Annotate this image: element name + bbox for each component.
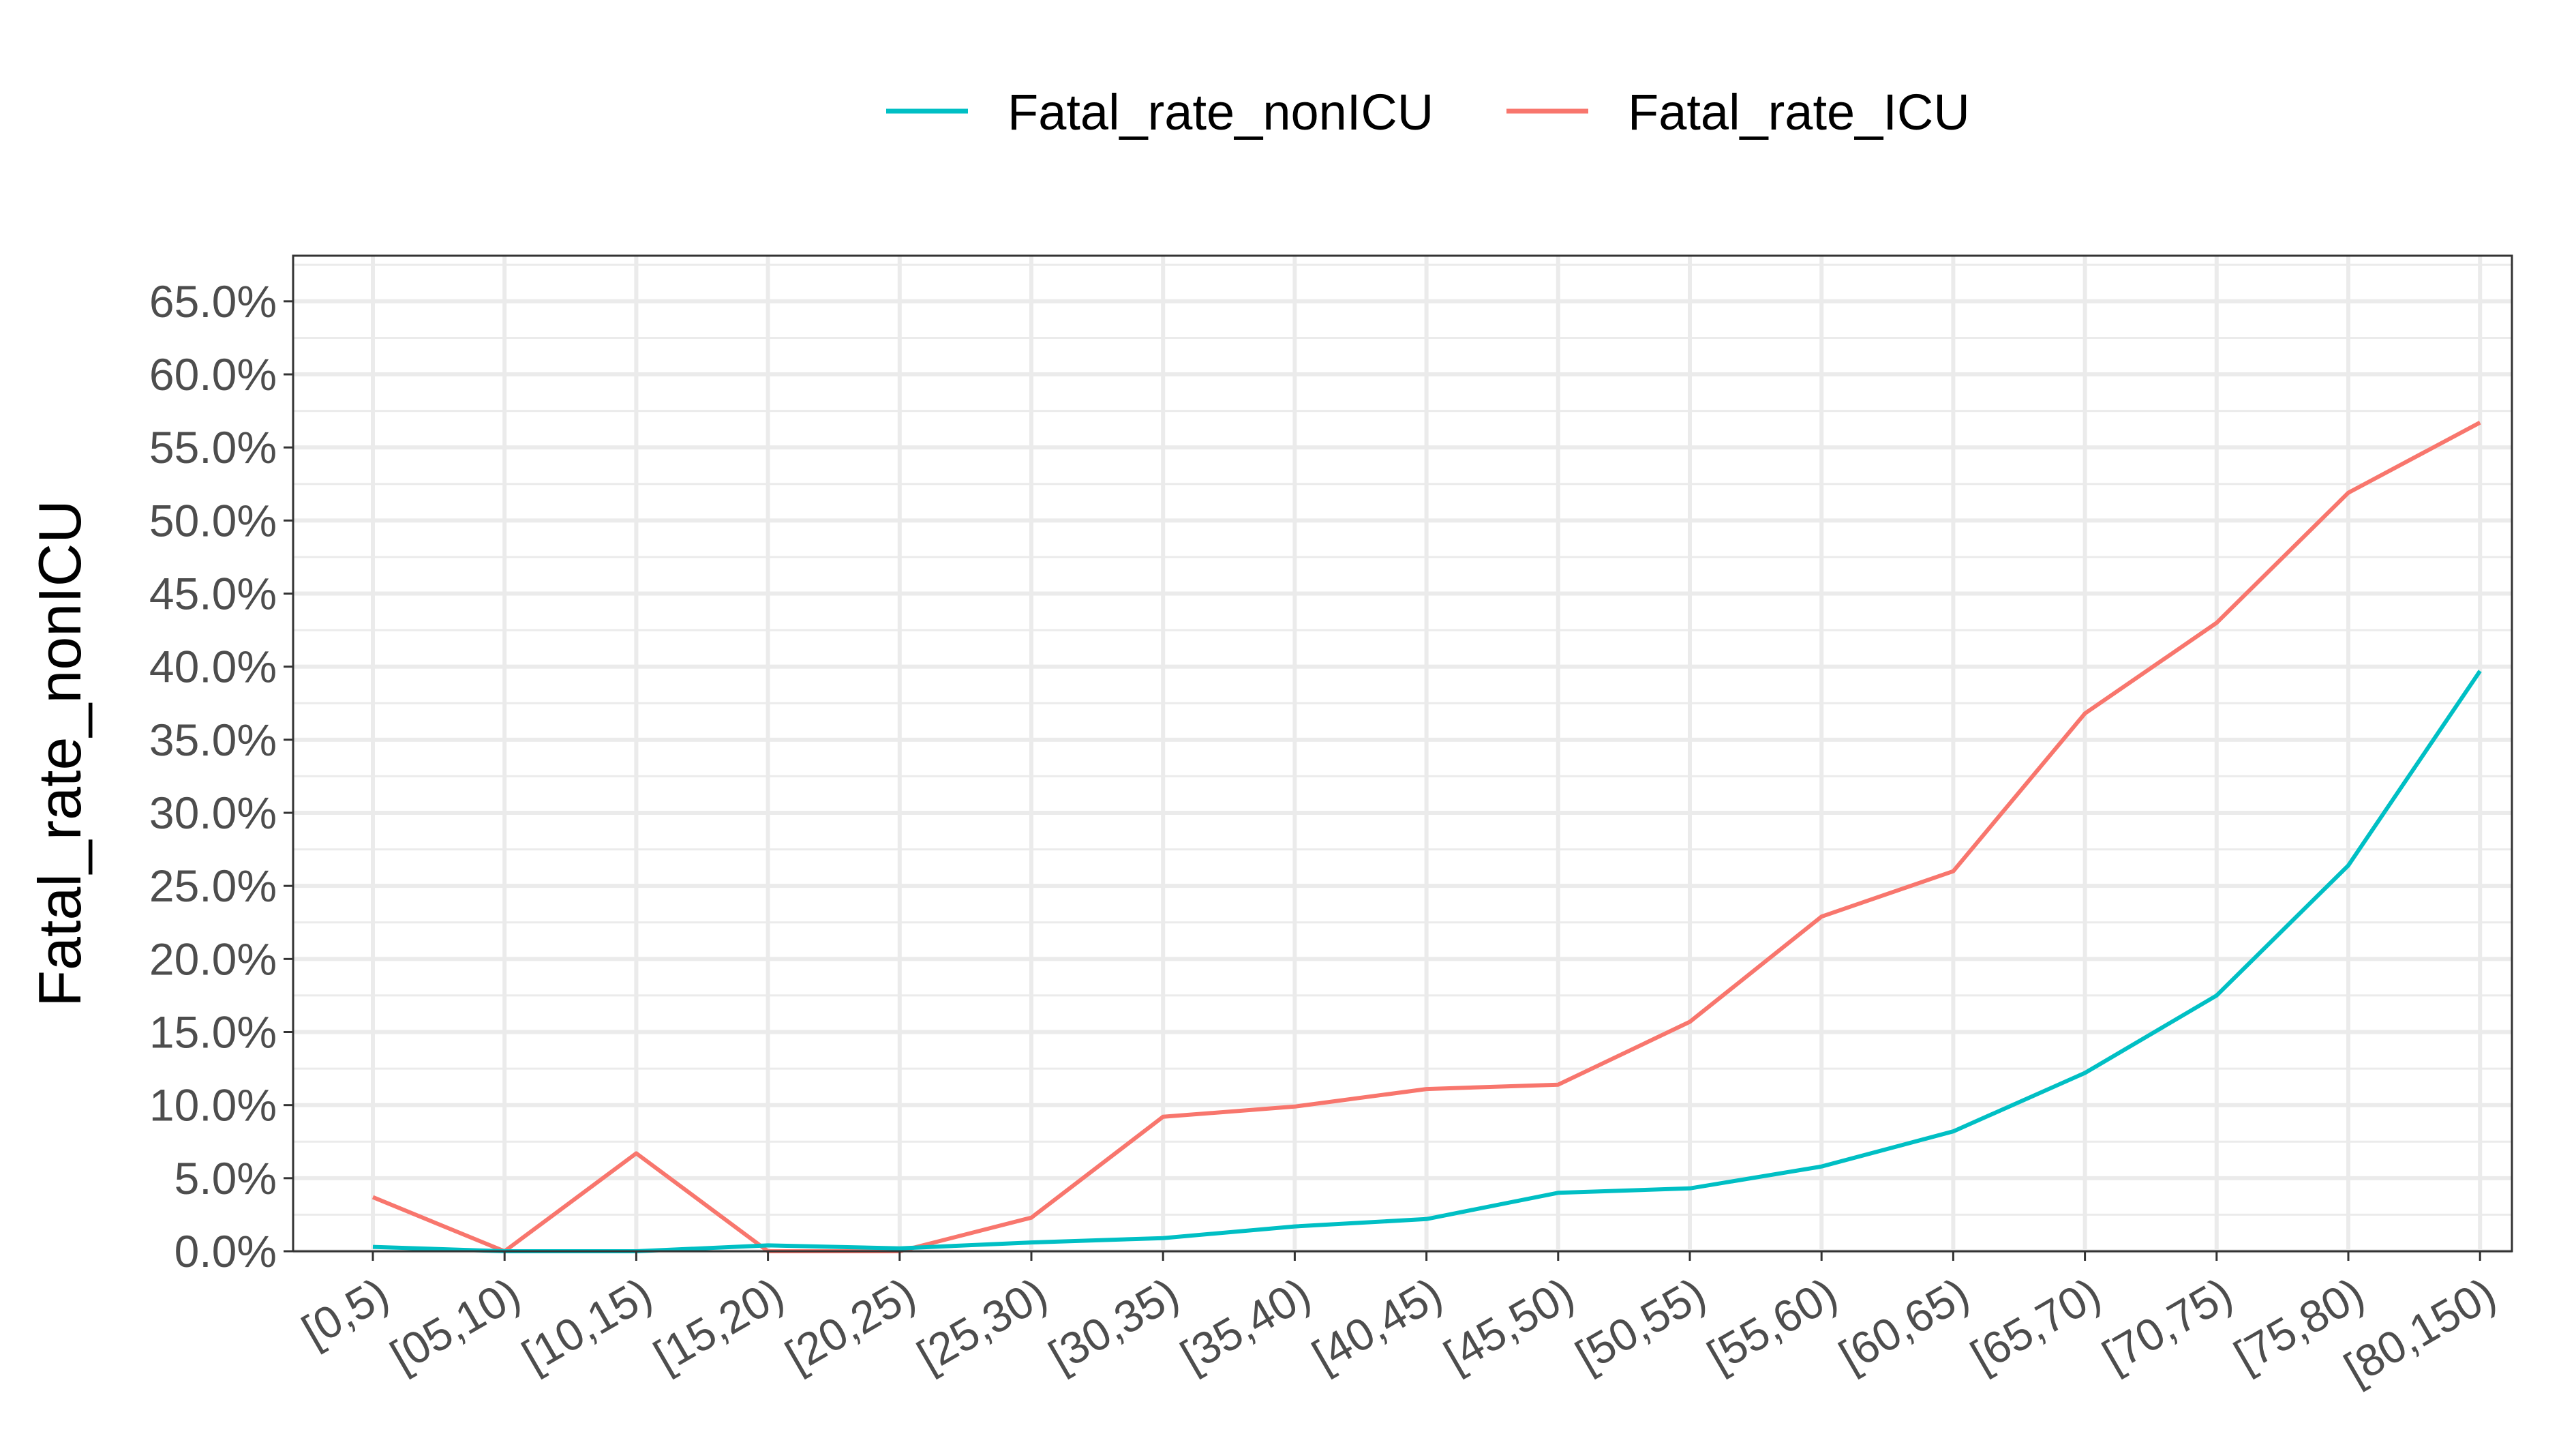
y-tick-label: 60.0% — [149, 349, 277, 400]
y-tick-label: 40.0% — [149, 642, 277, 692]
y-tick-label: 25.0% — [149, 861, 277, 911]
y-tick-label: 45.0% — [149, 569, 277, 619]
major-gridlines — [293, 256, 2512, 1253]
y-tick-label: 10.0% — [149, 1080, 277, 1131]
y-tick-label: 15.0% — [149, 1007, 277, 1058]
y-tick-label: 50.0% — [149, 495, 277, 546]
y-tick-label: 65.0% — [149, 276, 277, 327]
plot-panel-background — [293, 256, 2512, 1251]
series-line — [372, 670, 2482, 1253]
plot-panel-border — [292, 254, 2513, 1253]
legend-label: Fatal_rate_nonICU — [1007, 84, 1434, 140]
y-tick-label: 20.0% — [149, 933, 277, 984]
y-tick-label: 35.0% — [149, 715, 277, 765]
series-lines — [372, 421, 2482, 1253]
y-tick-label: 0.0% — [175, 1226, 277, 1276]
y-tick-label: 30.0% — [149, 788, 277, 838]
legend-label: Fatal_rate_ICU — [1628, 84, 1970, 140]
y-axis: 0.0% 5.0% 10.0% 15.0% 20.0% 25.0% 30.0% 35.0% 40… — [149, 276, 293, 1276]
legend: Fatal_rate_nonICU Fatal_rate_ICU — [886, 84, 1970, 140]
y-axis-title: Fatal_rate_nonICU — [26, 500, 93, 1007]
y-tick-label: 55.0% — [149, 422, 277, 473]
series-line — [372, 421, 2481, 1253]
minor-gridlines — [293, 263, 2512, 1216]
y-tick-label: 5.0% — [175, 1153, 277, 1204]
